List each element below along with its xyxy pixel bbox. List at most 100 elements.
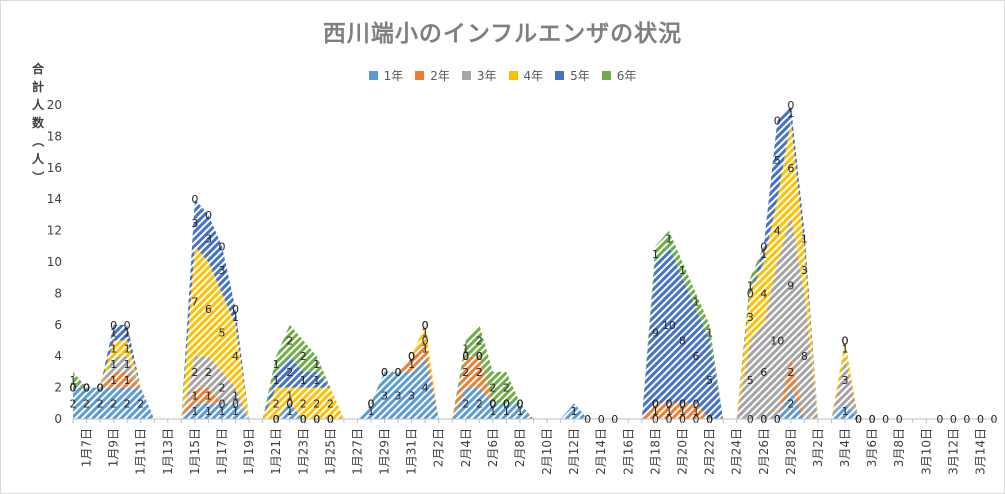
data-label: 1 — [422, 342, 429, 355]
chart-title: 西川端小のインフルエンザの状況 — [322, 21, 683, 47]
data-label: 0 — [489, 397, 496, 410]
data-label: 4 — [774, 225, 781, 238]
data-label: 1 — [367, 405, 374, 418]
data-label: 1 — [124, 342, 131, 355]
data-label: 6 — [787, 162, 794, 175]
data-label: 0 — [842, 335, 849, 348]
x-tick-label: 3月10日 — [919, 428, 933, 475]
data-label: 0 — [489, 397, 496, 410]
x-tick-label: 2月14日 — [594, 428, 608, 475]
legend-item: 2年 — [415, 67, 450, 84]
data-label: 5 — [706, 374, 713, 387]
data-label: 1 — [110, 374, 117, 387]
data-label: 0 — [476, 350, 483, 363]
x-tick-label: 2月2日 — [432, 428, 446, 467]
data-label: 1 — [232, 389, 239, 402]
data-label: 2 — [787, 397, 794, 410]
x-tick-label: 2月28日 — [784, 428, 798, 475]
data-label: 2 — [313, 397, 320, 410]
data-label: 5 — [218, 327, 225, 340]
data-label: 6 — [760, 366, 767, 379]
data-label: 2 — [273, 397, 280, 410]
data-label: 0 — [408, 350, 415, 363]
data-label: 0 — [679, 397, 686, 410]
x-tick-label: 1月23日 — [296, 428, 310, 475]
x-tick-label: 2月8日 — [513, 428, 527, 467]
data-label: 0 — [97, 382, 104, 395]
data-label: 0 — [97, 382, 104, 395]
data-label: 3 — [408, 389, 415, 402]
x-tick-label: 1月11日 — [134, 428, 148, 475]
data-label: 1 — [679, 405, 686, 418]
data-label: 1 — [205, 405, 212, 418]
data-label: 0 — [83, 382, 90, 395]
legend-label: 2年 — [430, 69, 450, 83]
y-axis-title-char: 計 — [31, 80, 44, 94]
data-label: 0 — [286, 397, 293, 410]
data-label: 0 — [516, 397, 523, 410]
data-label: 0 — [503, 397, 510, 410]
data-label: 0 — [489, 397, 496, 410]
data-label: 1 — [408, 358, 415, 371]
data-label: 0 — [665, 397, 672, 410]
data-label: 2 — [300, 350, 307, 363]
data-label: 0 — [760, 240, 767, 253]
data-label: 0 — [679, 397, 686, 410]
x-tick-label: 3月12日 — [946, 428, 960, 475]
data-label: 0 — [205, 209, 212, 222]
data-label: 3 — [205, 232, 212, 245]
data-label: 0 — [516, 397, 523, 410]
x-tick-label: 2月26日 — [757, 428, 771, 475]
data-label: 2 — [476, 397, 483, 410]
y-axis-title-char: 人 — [31, 152, 44, 166]
legend-swatch — [368, 71, 378, 80]
data-label: 0 — [476, 350, 483, 363]
data-label: 1 — [801, 232, 808, 245]
data-label: 4 — [760, 287, 767, 300]
data-label: 0 — [489, 397, 496, 410]
data-label: 0 — [422, 319, 429, 332]
data-label: 0 — [422, 319, 429, 332]
x-tick-label: 2月24日 — [730, 428, 744, 475]
x-tick-label: 3月2日 — [811, 428, 825, 467]
data-label: 1 — [232, 311, 239, 324]
data-label: 10 — [662, 319, 676, 332]
data-label: 0 — [842, 335, 849, 348]
data-label: 2 — [462, 366, 469, 379]
data-label: 2 — [191, 366, 198, 379]
data-label: 1 — [787, 107, 794, 120]
data-label: 1 — [124, 374, 131, 387]
data-label: 0 — [462, 350, 469, 363]
data-label: 0 — [665, 397, 672, 410]
data-label: 2 — [476, 366, 483, 379]
legend-label: 6年 — [616, 69, 637, 83]
data-label: 1 — [652, 405, 659, 418]
data-label: 0 — [476, 350, 483, 363]
data-label: 3 — [395, 389, 402, 402]
x-tick-label: 1月31日 — [405, 428, 419, 475]
data-label: 0 — [503, 397, 510, 410]
data-label: 0 — [462, 350, 469, 363]
data-label: 1 — [191, 389, 198, 402]
data-label: 8 — [679, 335, 686, 348]
data-label: 0 — [286, 397, 293, 410]
data-label: 0 — [97, 382, 104, 395]
data-label: 2 — [97, 397, 104, 410]
data-label: 1 — [489, 405, 496, 418]
data-label: 1 — [747, 280, 754, 293]
data-label: 2 — [489, 382, 496, 395]
data-label: 1 — [313, 358, 320, 371]
data-label: 0 — [124, 319, 131, 332]
data-label: 0 — [408, 350, 415, 363]
legend-label: 4年 — [523, 69, 544, 83]
legend-item: 3年 — [461, 67, 497, 84]
x-tick-label: 2月16日 — [621, 428, 635, 475]
data-label: 1 — [665, 232, 672, 245]
y-tick-label: 16 — [47, 161, 62, 175]
data-label: 0 — [70, 382, 77, 395]
data-label: 0 — [422, 335, 429, 348]
y-tick-label: 0 — [54, 412, 62, 426]
y-tick-label: 2 — [54, 381, 62, 395]
legend-item: 6年 — [601, 67, 637, 84]
data-label: 0 — [395, 366, 402, 379]
